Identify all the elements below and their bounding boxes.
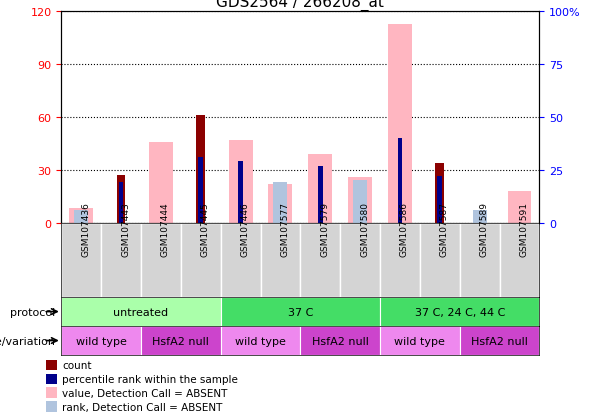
Bar (268, 184, 292, 223)
Bar (199, 158, 203, 223)
Bar (308, 154, 332, 223)
Text: percentile rank within the sample: percentile rank within the sample (62, 374, 238, 384)
Bar (46, 387, 57, 398)
Text: wild type: wild type (235, 336, 286, 346)
Bar (300, 326, 380, 355)
Bar (141, 223, 181, 297)
Text: GSM107445: GSM107445 (201, 202, 210, 256)
Text: GSM107589: GSM107589 (480, 202, 489, 256)
Bar (221, 297, 380, 326)
Bar (61, 297, 221, 326)
Bar (116, 176, 126, 223)
Bar (261, 223, 300, 297)
Text: 37 C: 37 C (287, 307, 313, 317)
Text: GSM107444: GSM107444 (161, 202, 170, 256)
Bar (473, 210, 487, 223)
Bar (141, 326, 221, 355)
Text: GSM107587: GSM107587 (440, 202, 449, 256)
Text: HsfA2 null: HsfA2 null (471, 336, 528, 346)
Bar (353, 181, 367, 223)
Bar (388, 25, 412, 223)
Bar (181, 223, 221, 297)
Text: GSM107586: GSM107586 (400, 202, 409, 256)
Text: GSM107591: GSM107591 (519, 202, 528, 256)
Bar (221, 223, 261, 297)
Text: rank, Detection Call = ABSENT: rank, Detection Call = ABSENT (62, 402, 223, 412)
Bar (380, 297, 539, 326)
Text: GSM107443: GSM107443 (121, 202, 130, 256)
Bar (69, 209, 93, 223)
Bar (61, 223, 101, 297)
Bar (221, 326, 300, 355)
Text: GSM107446: GSM107446 (240, 202, 249, 256)
Bar (340, 223, 380, 297)
Bar (380, 223, 420, 297)
Bar (500, 223, 539, 297)
Bar (438, 177, 442, 223)
Text: GSM107580: GSM107580 (360, 202, 369, 256)
Text: GSM107579: GSM107579 (321, 202, 329, 256)
Text: GSM107436: GSM107436 (81, 202, 90, 256)
Bar (435, 164, 444, 223)
Bar (101, 223, 141, 297)
Text: wild type: wild type (395, 336, 445, 346)
Text: HsfA2 null: HsfA2 null (312, 336, 368, 346)
Bar (46, 401, 57, 412)
Text: wild type: wild type (76, 336, 126, 346)
Text: 37 C, 24 C, 44 C: 37 C, 24 C, 44 C (414, 307, 505, 317)
Text: untreated: untreated (113, 307, 169, 317)
Bar (460, 326, 539, 355)
Bar (149, 142, 173, 223)
Bar (273, 183, 287, 223)
Text: value, Detection Call = ABSENT: value, Detection Call = ABSENT (62, 388, 227, 398)
Title: GDS2564 / 266208_at: GDS2564 / 266208_at (216, 0, 384, 11)
Bar (119, 183, 123, 223)
Text: HsfA2 null: HsfA2 null (153, 336, 209, 346)
Bar (229, 140, 253, 223)
Text: protocol: protocol (10, 307, 55, 317)
Bar (196, 116, 205, 223)
Bar (300, 223, 340, 297)
Bar (61, 326, 141, 355)
Bar (348, 178, 372, 223)
Text: genotype/variation: genotype/variation (0, 336, 55, 346)
Bar (420, 223, 460, 297)
Bar (460, 223, 500, 297)
Bar (74, 210, 88, 223)
Bar (318, 166, 322, 223)
Text: count: count (62, 360, 92, 370)
Bar (380, 326, 460, 355)
Bar (398, 139, 402, 223)
Bar (46, 374, 57, 384)
Text: GSM107577: GSM107577 (281, 202, 289, 256)
Bar (238, 162, 243, 223)
Bar (46, 360, 57, 370)
Bar (508, 192, 531, 223)
